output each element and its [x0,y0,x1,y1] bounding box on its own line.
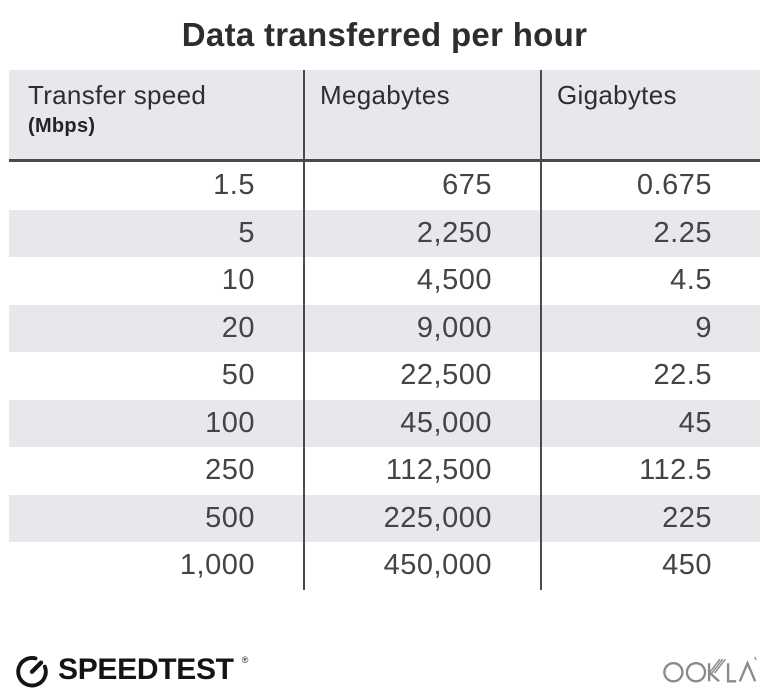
cell-speed: 50 [221,359,255,392]
table-row: 5 2,250 2.25 [9,209,760,257]
cell-megabytes: 22,500 [303,352,540,400]
cell-megabytes: 45,000 [303,399,540,447]
cell-speed: 250 [205,454,255,487]
cell-gigabytes: 45 [540,399,760,447]
table-row: 100 45,000 45 [9,399,760,447]
cell-gigabytes: 9 [540,304,760,352]
table-row: 10 4,500 4.5 [9,257,760,305]
table-body: 1.5 675 0.675 5 2,250 2.25 10 4,500 4.5 … [9,162,760,590]
cell-megabytes: 450,000 [303,542,540,590]
registered-trademark-mark: ® [241,655,249,665]
cell-speed: 1,000 [179,549,255,582]
table-row: 20 9,000 9 [9,304,760,352]
cell-speed: 100 [205,406,255,439]
cell-megabytes: 9,000 [303,304,540,352]
column-header-unit: (Mbps) [28,115,96,138]
table-row: 250 112,500 112.5 [9,447,760,495]
table-row: 500 225,000 225 [9,494,760,542]
speedtest-logo: SPEEDTEST ® [13,651,248,689]
ookla-logo [663,654,757,686]
cell-speed: 20 [221,311,255,344]
cell-megabytes: 4,500 [303,257,540,305]
page-title: Data transferred per hour [181,16,588,53]
cell-megabytes: 2,250 [303,209,540,257]
cell-gigabytes: 22.5 [540,352,760,400]
table-header-row: Transfer speed (Mbps) Megabytes Gigabyte… [9,70,760,162]
speedtest-gauge-icon [13,651,51,689]
cell-gigabytes: 225 [540,494,760,542]
column-header-megabytes: Megabytes [303,70,540,159]
footer: SPEEDTEST ® [0,640,769,698]
data-table: Transfer speed (Mbps) Megabytes Gigabyte… [9,70,760,590]
cell-speed: 5 [238,216,255,249]
table-row: 1.5 675 0.675 [9,162,760,210]
cell-gigabytes: 4.5 [540,257,760,305]
cell-gigabytes: 450 [540,542,760,590]
cell-speed: 10 [221,264,255,297]
cell-megabytes: 675 [303,162,540,210]
cell-gigabytes: 0.675 [540,162,760,210]
cell-speed: 500 [205,501,255,534]
table-row: 50 22,500 22.5 [9,352,760,400]
column-header-label: Transfer speed [28,80,207,110]
cell-speed: 1.5 [213,169,255,202]
cell-megabytes: 112,500 [303,447,540,495]
table-row: 1,000 450,000 450 [9,542,760,590]
column-header-transfer-speed: Transfer speed (Mbps) [9,70,303,159]
cell-megabytes: 225,000 [303,494,540,542]
cell-gigabytes: 112.5 [540,447,760,495]
speedtest-wordmark: SPEEDTEST [58,653,234,686]
column-header-gigabytes: Gigabytes [540,70,760,159]
cell-gigabytes: 2.25 [540,209,760,257]
